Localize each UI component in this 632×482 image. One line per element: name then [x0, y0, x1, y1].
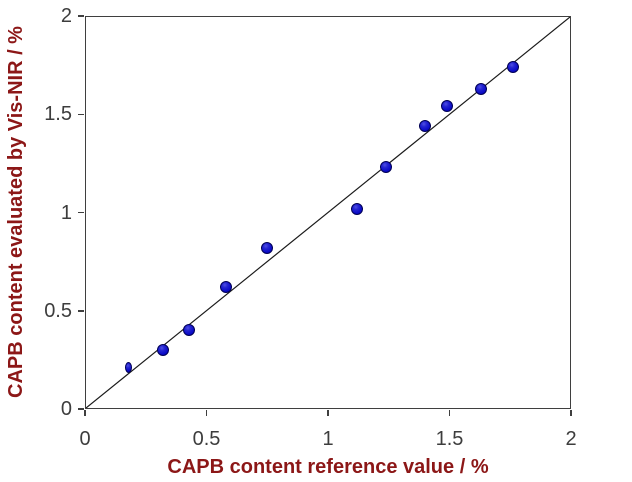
x-tick — [84, 410, 86, 416]
data-point — [475, 82, 488, 95]
y-tick-label: 1 — [60, 201, 72, 224]
x-tick-label: 0.5 — [192, 428, 221, 450]
data-point — [125, 362, 133, 374]
y-tick — [78, 408, 84, 410]
x-axis-title: CAPB content reference value / % — [167, 456, 489, 478]
data-point — [219, 281, 232, 294]
x-tick-label: 1.5 — [435, 428, 464, 450]
y-tick — [78, 310, 84, 312]
data-point — [183, 324, 196, 337]
x-tick — [327, 410, 329, 416]
data-point — [351, 202, 364, 215]
x-tick — [570, 410, 572, 416]
data-point — [419, 120, 432, 133]
y-tick — [78, 113, 84, 115]
y-tick — [78, 15, 84, 17]
plot-area — [85, 16, 571, 409]
y-tick-label: 2 — [60, 5, 72, 27]
x-tick-label: 1 — [322, 428, 334, 450]
y-axis-title: CAPB content evaluated by Vis-NIR / % — [5, 26, 27, 398]
y-tick-label: 0.5 — [44, 299, 72, 322]
data-point — [506, 61, 519, 74]
x-tick-label: 2 — [565, 428, 577, 450]
x-tick-label: 0 — [79, 428, 91, 450]
x-tick — [448, 410, 451, 416]
data-point — [156, 344, 169, 357]
data-point — [261, 241, 274, 254]
y-tick-label: 1.5 — [44, 103, 72, 126]
data-point — [380, 161, 393, 174]
data-point — [441, 100, 454, 113]
x-tick — [205, 410, 208, 416]
identity-line — [86, 17, 570, 408]
y-tick-label: 0 — [60, 398, 72, 420]
y-tick — [78, 211, 84, 214]
